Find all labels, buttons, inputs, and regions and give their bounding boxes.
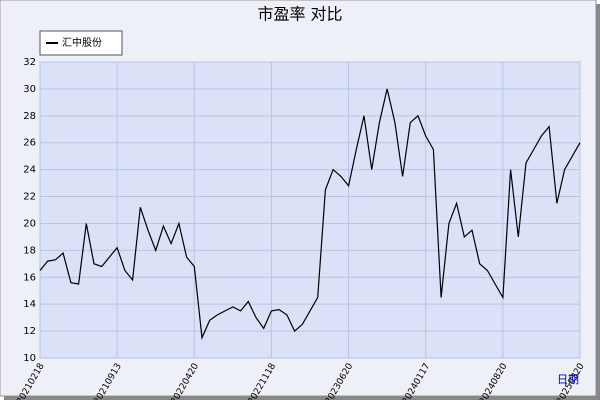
x-axis-label: 日期 xyxy=(557,373,579,386)
y-tick-label: 32 xyxy=(23,57,36,68)
legend-box xyxy=(39,30,123,56)
shadow xyxy=(4,396,600,400)
y-tick-label: 12 xyxy=(23,326,36,337)
y-tick-label: 26 xyxy=(23,138,36,149)
chart-title: 市盈率 对比 xyxy=(257,5,342,24)
legend-label: 汇中股份 xyxy=(62,36,102,49)
y-tick-label: 28 xyxy=(23,111,36,122)
y-tick-label: 30 xyxy=(23,84,36,95)
y-tick-label: 14 xyxy=(23,299,36,310)
y-tick-label: 22 xyxy=(23,192,36,203)
y-tick-label: 18 xyxy=(23,245,36,256)
series-line xyxy=(39,88,581,341)
y-tick-label: 16 xyxy=(23,272,36,283)
y-tick-label: 10 xyxy=(23,353,36,364)
shadow xyxy=(596,4,600,400)
plot-area xyxy=(39,61,581,359)
y-tick-label: 20 xyxy=(23,218,36,229)
y-tick-label: 24 xyxy=(23,165,36,176)
